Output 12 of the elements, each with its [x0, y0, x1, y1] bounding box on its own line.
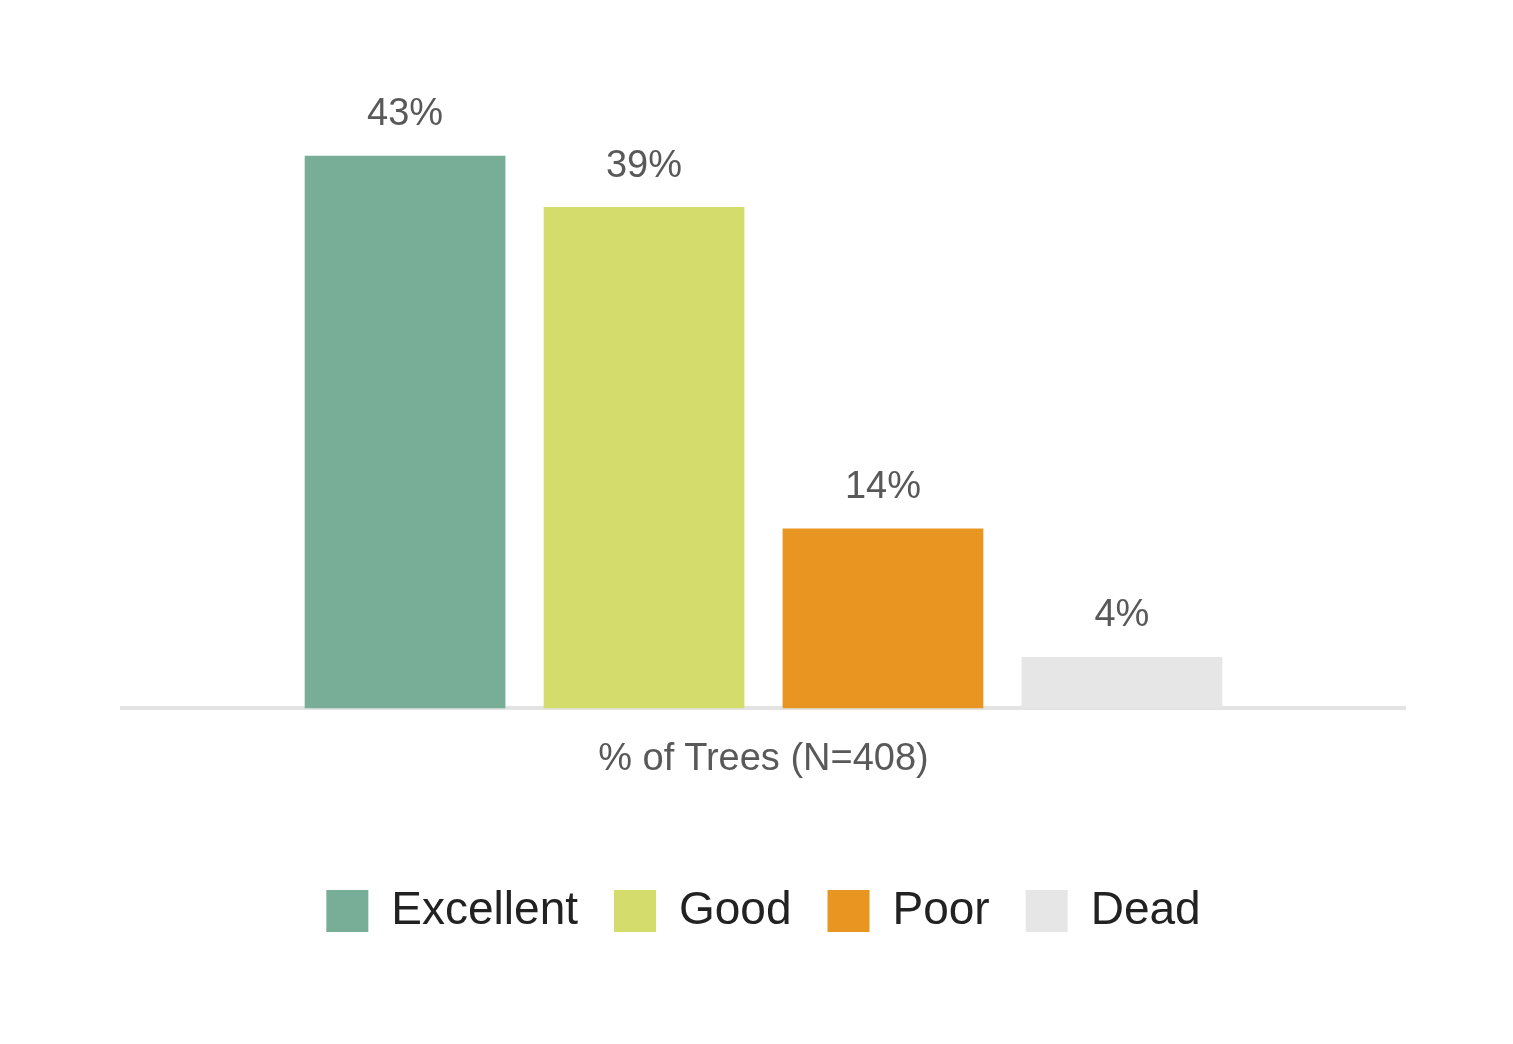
bar [304, 155, 506, 709]
data-label: 39% [605, 142, 683, 185]
data-label: 14% [844, 463, 922, 506]
legend-label: Poor [892, 881, 990, 934]
x-axis-title: % of Trees (N=408) [598, 735, 929, 778]
legend-label: Dead [1090, 881, 1201, 934]
data-label: 43% [367, 91, 444, 134]
data-label: 4% [1094, 592, 1150, 635]
legend-label: Excellent [391, 881, 579, 934]
legend-label: Good [678, 881, 792, 934]
bar [543, 207, 745, 709]
bar [782, 528, 984, 709]
